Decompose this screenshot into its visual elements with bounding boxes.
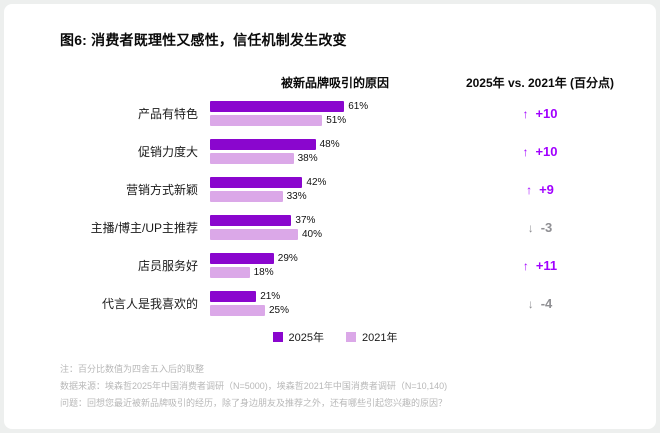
change-indicator: ↑ +11 <box>460 258 620 273</box>
bar-value-label: 29% <box>277 253 298 264</box>
category-label: 主播/博主/UP主推荐 <box>90 221 198 235</box>
change-value: -4 <box>540 296 553 311</box>
bar-line: 42% <box>210 177 460 188</box>
page-title: 图6: 消费者既理性又感性，信任机制发生改变 <box>60 32 347 48</box>
chart-right-header: 2025年 vs. 2021年 (百分点) <box>465 76 615 90</box>
category-label: 店员服务好 <box>137 259 198 273</box>
bar-2025年 <box>210 139 316 150</box>
bar-line: 21% <box>210 291 460 302</box>
chart-header-row: 被新品牌吸引的原因 2025年 vs. 2021年 (百分点) <box>60 74 620 91</box>
footnotes: 注：百分比数值为四舍五入后的取整 数据来源：埃森哲2025年中国消费者调研（N=… <box>60 361 620 412</box>
change-indicator: ↑ +10 <box>460 144 620 159</box>
bar-2025年 <box>210 253 274 264</box>
footnote-question: 问题：回想您最近被新品牌吸引的经历，除了身边朋友及推荐之外，还有哪些引起您兴趣的… <box>60 398 448 409</box>
footnote-note: 注：百分比数值为四舍五入后的取整 <box>60 364 205 374</box>
bar-value-label: 40% <box>302 229 323 240</box>
footnote-source: 数据来源：埃森哲2025年中国消费者调研（N=5000)，埃森哲2021年中国消… <box>60 381 448 392</box>
bar-group: 42% 33% <box>210 177 460 202</box>
up-arrow-icon: ↑ <box>522 144 529 159</box>
bar-2025年 <box>210 101 345 112</box>
bar-line: 38% <box>210 153 460 164</box>
up-arrow-icon: ↑ <box>522 106 529 121</box>
change-value: +9 <box>539 182 554 197</box>
bar-line: 40% <box>210 229 460 240</box>
legend-label: 2025年 <box>288 332 324 344</box>
category-label: 营销方式新颖 <box>125 183 198 197</box>
legend-label: 2021年 <box>362 332 398 344</box>
chart-left-header: 被新品牌吸引的原因 <box>280 76 389 90</box>
category-label: 产品有特色 <box>137 107 198 121</box>
chart-row: 营销方式新颖 42% 33% ↑ +9 <box>60 177 620 202</box>
legend-swatch <box>272 332 283 342</box>
bar-line: 29% <box>210 253 460 264</box>
change-value: +10 <box>535 144 558 159</box>
legend-swatch <box>346 332 356 342</box>
bar-value-label: 38% <box>297 153 318 164</box>
up-arrow-icon: ↑ <box>522 258 529 273</box>
chart-row: 产品有特色 61% 51% ↑ +10 <box>60 101 620 126</box>
bar-2021年 <box>210 191 283 202</box>
bar-line: 33% <box>210 191 460 202</box>
bar-2021年 <box>210 305 265 316</box>
bar-line: 25% <box>210 305 460 316</box>
bar-line: 48% <box>210 139 460 150</box>
bar-line: 37% <box>210 215 460 226</box>
change-indicator: ↑ +10 <box>460 106 620 121</box>
bar-value-label: 48% <box>319 139 340 150</box>
change-value: -3 <box>540 220 553 235</box>
category-label: 促销力度大 <box>137 145 198 159</box>
bar-group: 21% 25% <box>210 291 460 316</box>
bar-value-label: 51% <box>326 115 347 126</box>
change-indicator: ↓ -3 <box>460 220 620 235</box>
chart-card: 图6: 消费者既理性又感性，信任机制发生改变 被新品牌吸引的原因 2025年 v… <box>4 4 656 429</box>
bar-value-label: 37% <box>295 215 316 226</box>
bar-value-label: 61% <box>348 101 369 112</box>
change-value: +10 <box>535 106 558 121</box>
bar-group: 61% 51% <box>210 101 460 126</box>
chart-row: 店员服务好 29% 18% ↑ +11 <box>60 253 620 278</box>
bar-2021年 <box>210 229 298 240</box>
bar-2021年 <box>210 115 323 126</box>
legend-item: 2025年 <box>272 329 324 345</box>
chart-row: 促销力度大 48% 38% ↑ +10 <box>60 139 620 164</box>
bar-value-label: 33% <box>286 191 307 202</box>
chart-row: 主播/博主/UP主推荐 37% 40% ↓ -3 <box>60 215 620 240</box>
change-value: +11 <box>535 258 558 273</box>
bar-group: 37% 40% <box>210 215 460 240</box>
chart-row: 代言人是我喜欢的 21% 25% ↓ -4 <box>60 291 620 316</box>
bar-line: 51% <box>210 115 460 126</box>
legend-item: 2021年 <box>346 329 397 345</box>
down-arrow-icon: ↓ <box>527 296 534 311</box>
change-indicator: ↓ -4 <box>460 296 620 311</box>
bar-line: 18% <box>210 267 460 278</box>
bar-2025年 <box>210 215 292 226</box>
legend: 2025年 2021年 <box>210 329 460 345</box>
bar-2025年 <box>210 177 303 188</box>
change-indicator: ↑ +9 <box>460 182 620 197</box>
bar-2021年 <box>210 267 250 278</box>
down-arrow-icon: ↓ <box>527 220 534 235</box>
bar-2021年 <box>210 153 294 164</box>
bar-line: 61% <box>210 101 460 112</box>
bar-value-label: 42% <box>306 177 327 188</box>
bar-group: 29% 18% <box>210 253 460 278</box>
category-label: 代言人是我喜欢的 <box>101 297 198 311</box>
chart-rows: 产品有特色 61% 51% ↑ +10 促销力度大 48% 38% ↑ +10 营销方式新颖 42% 3… <box>60 101 620 316</box>
bar-group: 48% 38% <box>210 139 460 164</box>
up-arrow-icon: ↑ <box>526 182 533 197</box>
bar-value-label: 21% <box>260 291 281 302</box>
bar-value-label: 18% <box>253 267 274 278</box>
bar-2025年 <box>210 291 257 302</box>
bar-value-label: 25% <box>269 305 290 316</box>
